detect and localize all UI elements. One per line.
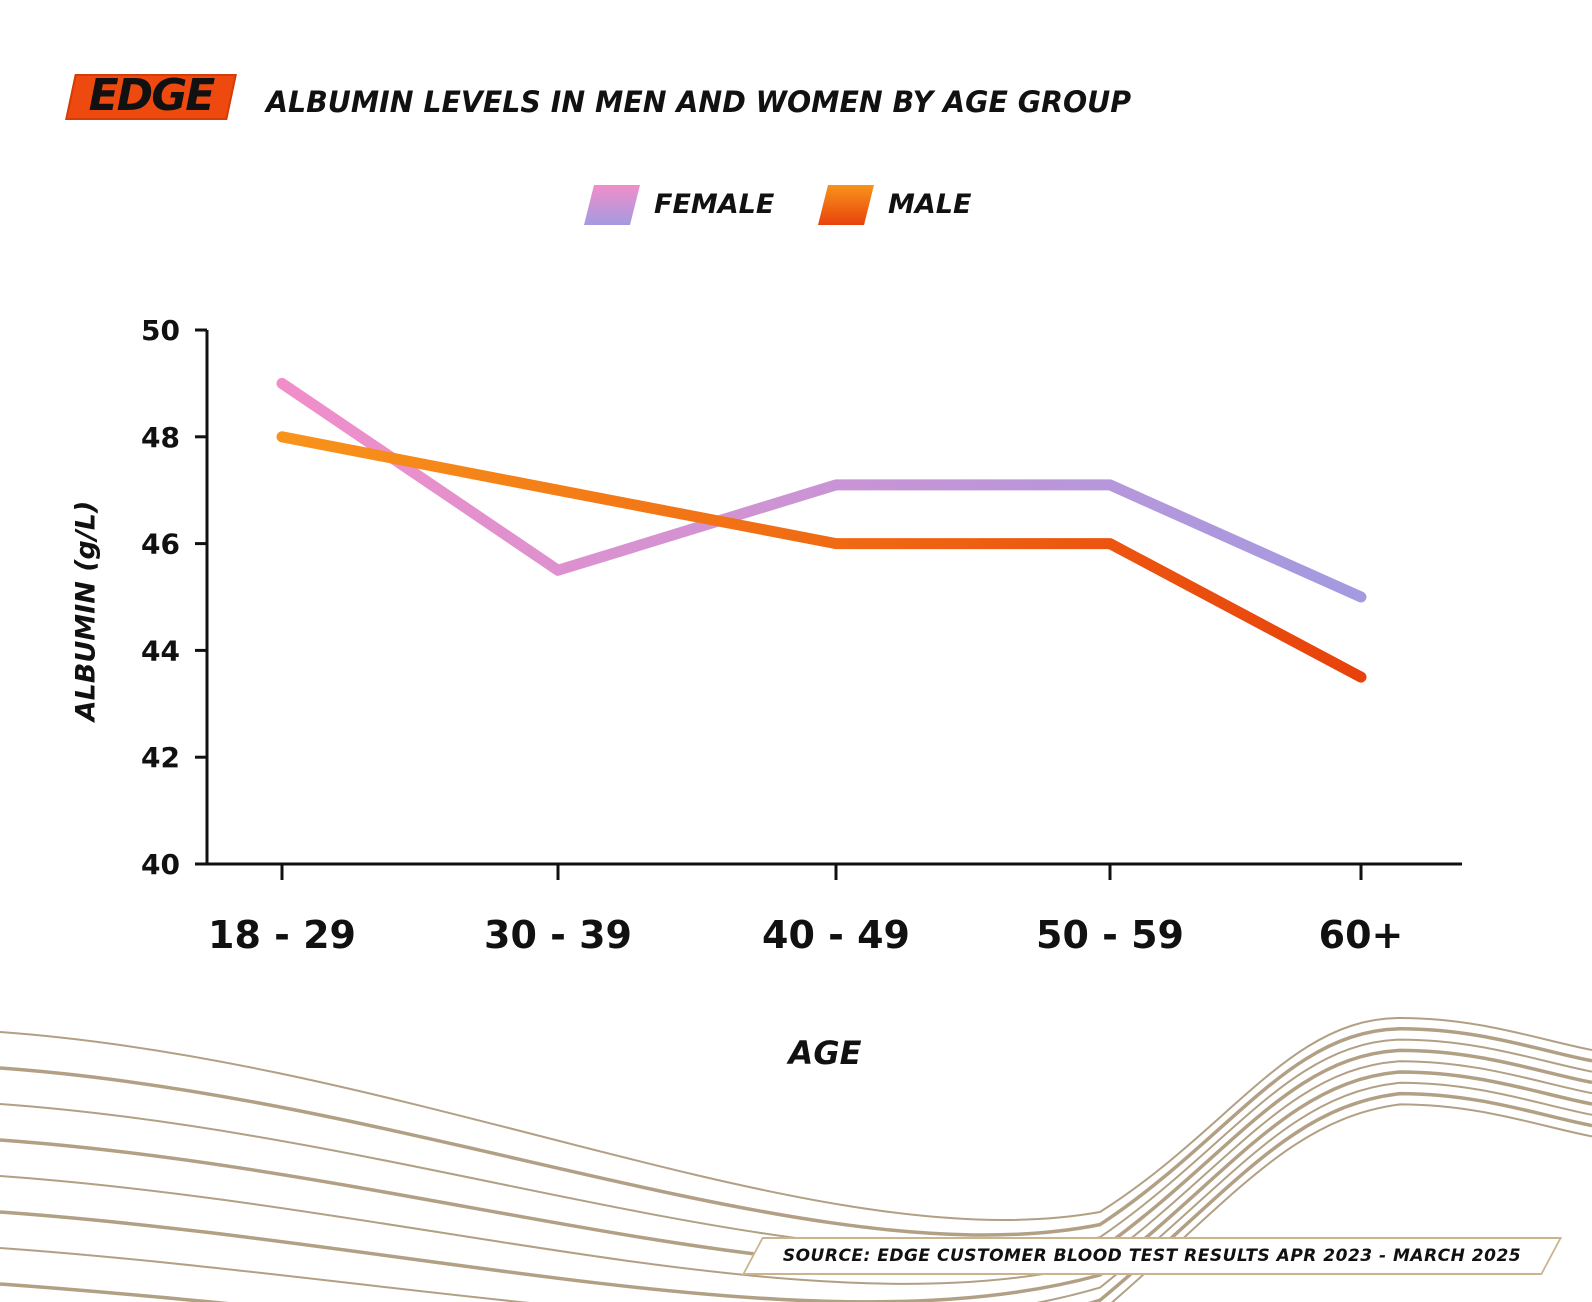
legend-male-label: MALE [888,189,972,220]
y-tick-label: 40 [141,848,180,881]
y-tick-label: 42 [141,741,180,774]
legend-male-swatch [818,185,874,225]
x-tick-label: 18 - 29 [208,913,356,957]
y-axis-title: ALBUMIN (g/L) [70,500,102,722]
legend-female-swatch [584,185,640,225]
y-tick-label: 44 [141,634,180,667]
x-tick-label: 40 - 49 [762,913,910,957]
decorative-wave-line [0,1081,1592,1302]
edge-logo-text: EDGE [88,70,216,121]
series-line-female [276,377,1367,603]
chart-title: ALBUMIN LEVELS IN MEN AND WOMEN BY AGE G… [266,85,1132,119]
y-tick-label: 48 [141,421,180,454]
x-tick-label: 30 - 39 [484,913,632,957]
decorative-wave-line [0,1091,1592,1302]
decorative-wave-line [0,1038,1592,1252]
y-tick-label: 50 [141,314,180,347]
decorative-wave-line [0,1027,1592,1237]
decorative-wave-line [1110,1103,1592,1302]
decorative-wave-line [0,1016,1592,1221]
x-tick-label: 60+ [1319,913,1404,957]
y-tick-label: 46 [141,528,180,561]
source-text: SOURCE: EDGE CUSTOMER BLOOD TEST RESULTS… [782,1246,1522,1266]
series-line-male [276,431,1367,683]
x-axis-title: AGE [788,1034,862,1072]
legend-female-label: FEMALE [654,189,775,220]
x-tick-label: 50 - 59 [1036,913,1184,957]
